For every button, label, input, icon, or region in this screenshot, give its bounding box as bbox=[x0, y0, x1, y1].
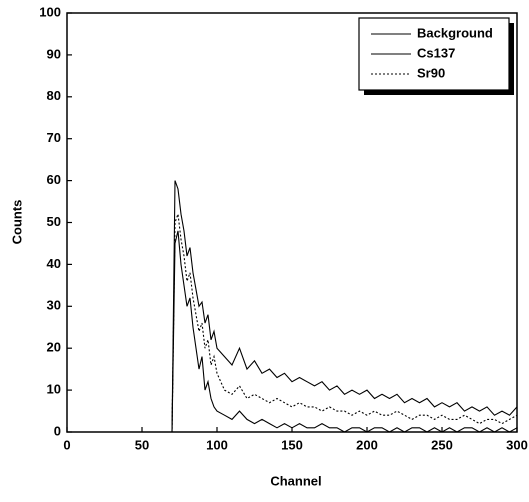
x-tick-label: 50 bbox=[135, 437, 149, 452]
x-tick-label: 100 bbox=[206, 437, 228, 452]
x-tick-label: 200 bbox=[356, 437, 378, 452]
y-tick-label: 0 bbox=[54, 423, 61, 438]
y-tick-label: 30 bbox=[47, 298, 61, 313]
x-axis-label: Channel bbox=[270, 473, 321, 488]
y-tick-label: 80 bbox=[47, 88, 61, 103]
x-tick-label: 150 bbox=[281, 437, 303, 452]
y-tick-label: 10 bbox=[47, 382, 61, 397]
y-tick-label: 50 bbox=[47, 214, 61, 229]
legend-label: Cs137 bbox=[417, 45, 455, 60]
y-tick-label: 70 bbox=[47, 130, 61, 145]
legend-label: Background bbox=[417, 25, 493, 40]
legend-label: Sr90 bbox=[417, 65, 445, 80]
x-tick-label: 250 bbox=[431, 437, 453, 452]
y-tick-label: 20 bbox=[47, 340, 61, 355]
x-tick-label: 300 bbox=[506, 437, 528, 452]
y-tick-label: 60 bbox=[47, 172, 61, 187]
y-axis-label: Counts bbox=[9, 200, 24, 245]
y-tick-label: 100 bbox=[39, 4, 61, 19]
x-tick-label: 0 bbox=[63, 437, 70, 452]
series-line bbox=[67, 213, 518, 433]
y-tick-label: 90 bbox=[47, 46, 61, 61]
series-line bbox=[67, 180, 518, 433]
series-line bbox=[67, 230, 518, 433]
y-tick-label: 40 bbox=[47, 256, 61, 271]
